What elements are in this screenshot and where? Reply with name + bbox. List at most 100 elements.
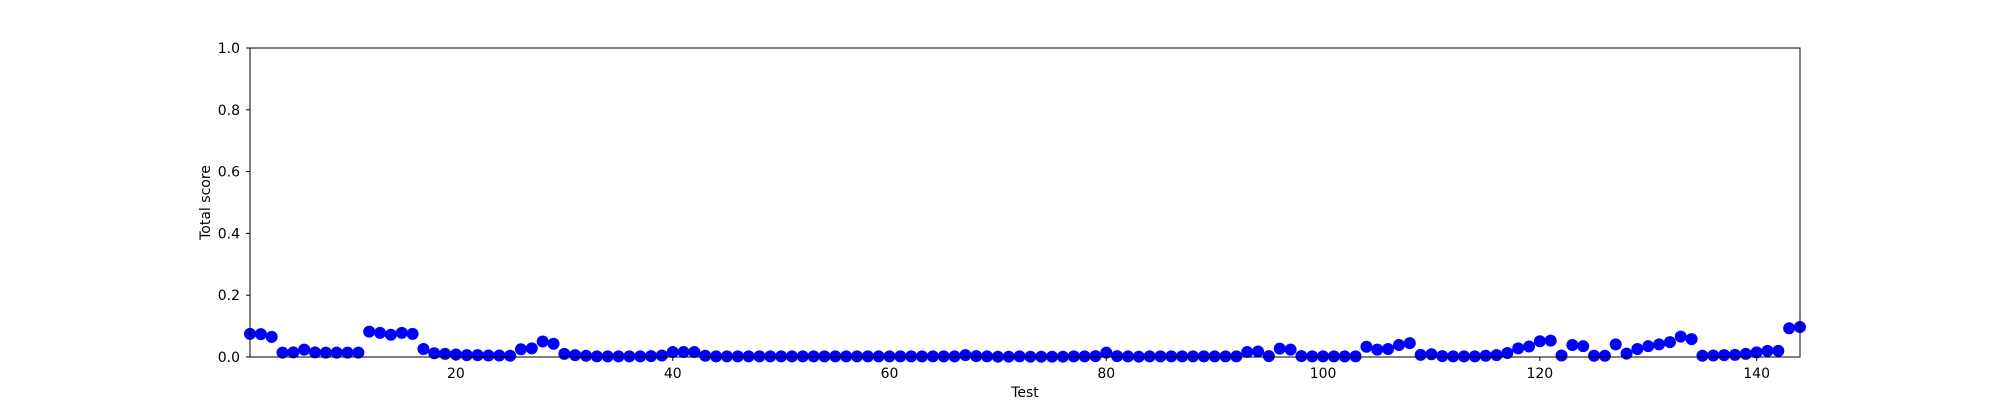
data-point bbox=[1100, 346, 1113, 359]
data-point bbox=[1273, 342, 1286, 355]
data-point bbox=[1523, 340, 1536, 353]
data-point bbox=[785, 350, 798, 363]
data-point bbox=[1457, 350, 1470, 363]
y-axis: 0.0 0.2 0.4 0.6 0.8 1.0 bbox=[218, 41, 250, 366]
data-point bbox=[829, 350, 842, 363]
data-point bbox=[807, 350, 820, 363]
data-point bbox=[742, 350, 755, 363]
data-point bbox=[590, 350, 603, 363]
data-point bbox=[1663, 336, 1676, 349]
data-point bbox=[1154, 350, 1167, 363]
data-point bbox=[1609, 338, 1622, 351]
data-point bbox=[460, 349, 473, 362]
data-point bbox=[720, 350, 733, 363]
data-point bbox=[1577, 340, 1590, 353]
data-point bbox=[330, 346, 343, 359]
data-point bbox=[428, 347, 441, 360]
data-point bbox=[482, 349, 495, 362]
data-point bbox=[894, 350, 907, 363]
data-point bbox=[569, 349, 582, 362]
data-point bbox=[1436, 350, 1449, 363]
data-point bbox=[254, 328, 267, 341]
x-tick-label: 140 bbox=[1743, 366, 1770, 382]
y-tick-label: 1.0 bbox=[218, 41, 240, 57]
data-point bbox=[1208, 350, 1221, 363]
data-point bbox=[970, 350, 983, 363]
data-point bbox=[764, 350, 777, 363]
data-point bbox=[1371, 343, 1384, 356]
data-point bbox=[1512, 342, 1525, 355]
data-point bbox=[1414, 348, 1427, 361]
y-tick-label: 0.8 bbox=[218, 103, 240, 119]
data-point bbox=[1382, 342, 1395, 355]
x-tick-label: 60 bbox=[881, 366, 899, 382]
data-point bbox=[937, 350, 950, 363]
data-point bbox=[1360, 340, 1373, 353]
data-point bbox=[1447, 350, 1460, 363]
data-point bbox=[1501, 346, 1514, 359]
data-point bbox=[1403, 337, 1416, 350]
data-point bbox=[666, 346, 679, 359]
data-point bbox=[926, 350, 939, 363]
data-point bbox=[1338, 350, 1351, 363]
data-point bbox=[1392, 338, 1405, 351]
x-tick-label: 80 bbox=[1097, 366, 1115, 382]
data-point bbox=[1317, 350, 1330, 363]
data-point bbox=[1761, 344, 1774, 357]
data-point bbox=[1533, 335, 1546, 348]
data-point bbox=[1306, 350, 1319, 363]
data-point bbox=[536, 335, 549, 348]
data-point bbox=[374, 326, 387, 339]
data-point bbox=[439, 347, 452, 360]
data-point bbox=[1230, 350, 1243, 363]
data-point bbox=[775, 350, 788, 363]
data-point bbox=[1252, 345, 1265, 358]
data-point bbox=[850, 350, 863, 363]
x-tick-label: 20 bbox=[447, 366, 465, 382]
data-point bbox=[547, 337, 560, 350]
data-point bbox=[265, 330, 278, 343]
data-point bbox=[1642, 340, 1655, 353]
data-point bbox=[796, 350, 809, 363]
data-point bbox=[1653, 338, 1666, 351]
data-point bbox=[309, 346, 322, 359]
data-point bbox=[612, 350, 625, 363]
x-axis-label: Test bbox=[1010, 385, 1039, 400]
data-point bbox=[634, 350, 647, 363]
data-point bbox=[623, 350, 636, 363]
data-point bbox=[1468, 350, 1481, 363]
data-point bbox=[1111, 350, 1124, 363]
data-points bbox=[244, 321, 1806, 363]
y-tick-label: 0.2 bbox=[218, 288, 240, 304]
data-point bbox=[905, 350, 918, 363]
data-point bbox=[981, 350, 994, 363]
data-point bbox=[1013, 350, 1026, 363]
data-point bbox=[1197, 350, 1210, 363]
data-point bbox=[352, 346, 365, 359]
data-point bbox=[1479, 349, 1492, 362]
data-point bbox=[601, 350, 614, 363]
data-point bbox=[395, 326, 408, 339]
y-axis-label: Total score bbox=[198, 165, 214, 241]
data-point bbox=[872, 350, 885, 363]
data-point bbox=[1219, 350, 1232, 363]
data-point bbox=[1685, 333, 1698, 346]
data-point bbox=[645, 350, 658, 363]
data-point bbox=[1750, 346, 1763, 359]
data-point bbox=[558, 347, 571, 360]
data-point bbox=[731, 350, 744, 363]
data-point bbox=[1739, 347, 1752, 360]
data-point bbox=[1598, 349, 1611, 362]
data-point bbox=[417, 342, 430, 355]
data-point bbox=[363, 325, 376, 338]
data-point bbox=[471, 349, 484, 362]
data-point bbox=[1707, 349, 1720, 362]
data-point bbox=[1067, 350, 1080, 363]
data-point bbox=[1631, 342, 1644, 355]
x-tick-label: 120 bbox=[1526, 366, 1553, 382]
data-point bbox=[1566, 338, 1579, 351]
data-point bbox=[319, 346, 332, 359]
data-point bbox=[276, 346, 289, 359]
data-point bbox=[341, 346, 354, 359]
